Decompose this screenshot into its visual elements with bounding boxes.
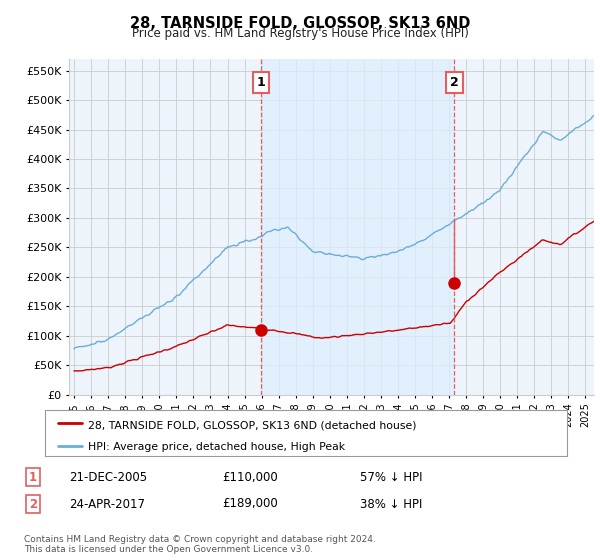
- Text: HPI: Average price, detached house, High Peak: HPI: Average price, detached house, High…: [88, 442, 346, 452]
- Text: £110,000: £110,000: [222, 470, 278, 484]
- Text: 28, TARNSIDE FOLD, GLOSSOP, SK13 6ND (detached house): 28, TARNSIDE FOLD, GLOSSOP, SK13 6ND (de…: [88, 420, 417, 430]
- Text: 28, TARNSIDE FOLD, GLOSSOP, SK13 6ND: 28, TARNSIDE FOLD, GLOSSOP, SK13 6ND: [130, 16, 470, 31]
- Text: 38% ↓ HPI: 38% ↓ HPI: [360, 497, 422, 511]
- Text: 21-DEC-2005: 21-DEC-2005: [69, 470, 147, 484]
- Text: Price paid vs. HM Land Registry's House Price Index (HPI): Price paid vs. HM Land Registry's House …: [131, 27, 469, 40]
- Text: 2: 2: [29, 497, 37, 511]
- Bar: [261, 59, 454, 395]
- Text: 1: 1: [257, 76, 265, 89]
- Text: 57% ↓ HPI: 57% ↓ HPI: [360, 470, 422, 484]
- Text: 2: 2: [450, 76, 459, 89]
- Text: £189,000: £189,000: [222, 497, 278, 511]
- Text: 1: 1: [29, 470, 37, 484]
- Text: Contains HM Land Registry data © Crown copyright and database right 2024.
This d: Contains HM Land Registry data © Crown c…: [24, 535, 376, 554]
- Text: 24-APR-2017: 24-APR-2017: [69, 497, 145, 511]
